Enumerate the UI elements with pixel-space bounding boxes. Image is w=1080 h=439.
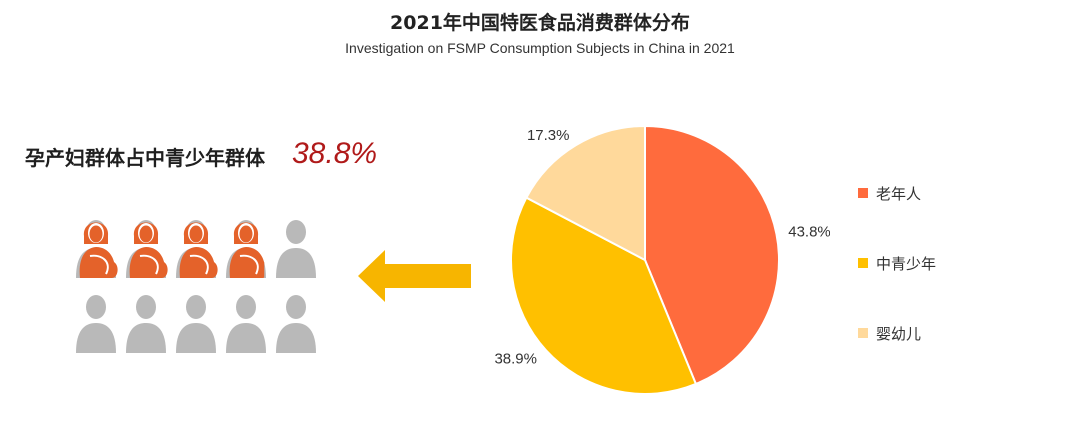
legend-swatch [858, 258, 868, 268]
legend-label: 老年人 [876, 184, 922, 203]
pie-chart: 43.8% 38.9% 17.3% [494, 124, 830, 395]
legend-item: 中青少年 [858, 253, 936, 273]
chart-title: 2021年中国特医食品消费群体分布 [390, 12, 690, 34]
chart-subtitle: Investigation on FSMP Consumption Subjec… [345, 40, 735, 56]
person-icon [76, 220, 118, 278]
person-icon [226, 295, 266, 353]
highlight-value: 38.8% [292, 137, 378, 170]
legend-item: 婴幼儿 [858, 323, 936, 343]
legend-swatch [858, 328, 868, 338]
legend-label: 中青少年 [876, 254, 937, 273]
legend-label: 婴幼儿 [876, 324, 922, 343]
person-icon [276, 295, 316, 353]
legend-item: 老年人 [858, 183, 936, 203]
pie-slice-1 [510, 196, 698, 395]
chart-legend: 老年人中青少年婴幼儿 [858, 183, 936, 393]
legend-swatch [858, 188, 868, 198]
pie-slice-0 [644, 124, 780, 386]
person-icon [76, 295, 116, 353]
people-icon-grid [76, 220, 316, 353]
pie-slice-2 [525, 124, 646, 262]
person-icon [126, 295, 166, 353]
person-icon [126, 220, 168, 278]
person-icon [276, 220, 316, 278]
person-icon [176, 295, 216, 353]
person-icon [226, 220, 266, 278]
left-arrow-icon [358, 250, 471, 302]
highlight-label: 孕产妇群体占中青少年群体 [25, 146, 265, 170]
pie-data-label: 38.9% [494, 350, 537, 367]
pie-data-label: 43.8% [788, 224, 830, 241]
pie-data-label: 17.3% [527, 127, 570, 144]
person-icon [176, 220, 218, 278]
